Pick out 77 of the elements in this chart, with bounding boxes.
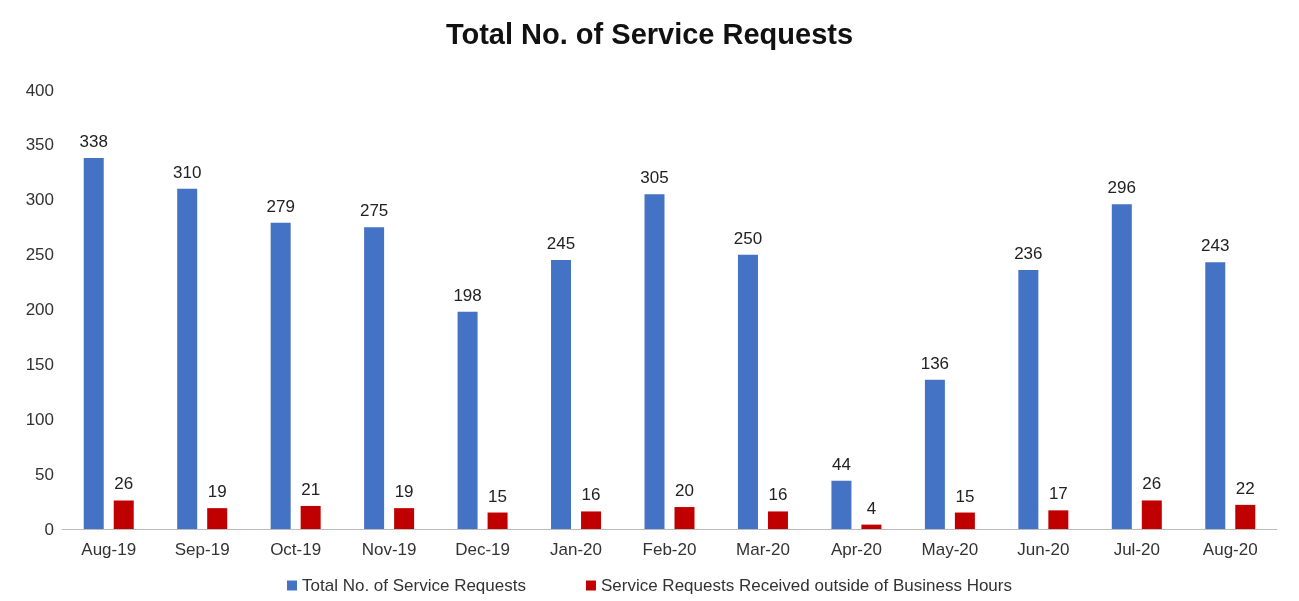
data-label: 20 [675,481,694,501]
bar [1235,504,1256,529]
bar [861,524,882,529]
bar [457,311,478,529]
data-label: 15 [955,486,975,506]
data-label: 310 [173,162,202,182]
x-tick-label: Jun-20 [1017,540,1070,559]
x-tick-label: Mar-20 [736,540,790,559]
data-label: 243 [1201,236,1230,256]
y-tick-label: 100 [25,409,54,429]
y-tick-label: 350 [25,135,54,155]
bar [1048,510,1069,529]
bar [1205,262,1226,529]
bar [954,512,975,529]
bar [1018,269,1039,529]
data-label: 279 [266,196,295,216]
legend-label: Service Requests Received outside of Business Hours [600,576,1012,595]
data-label: 275 [359,201,389,221]
bar [1111,204,1132,529]
data-label: 16 [581,485,601,505]
data-label: 250 [733,228,763,248]
bar [394,508,415,529]
y-tick-label: 50 [35,464,54,484]
data-label: 15 [488,486,508,506]
x-tick-label: Feb-20 [642,540,697,559]
x-tick-label: Aug-19 [81,540,137,559]
data-label: 17 [1048,484,1068,504]
bar [83,158,104,529]
data-label: 22 [1235,478,1255,498]
bar [300,505,321,529]
bar [924,379,945,529]
chart-title: Total No. of Service Requests [445,17,854,50]
y-tick-label: 150 [25,354,54,374]
bar [113,500,134,529]
x-tick-label: Jan-20 [550,540,603,559]
data-label: 296 [1107,178,1136,198]
bar [644,194,665,529]
bar [207,508,228,529]
data-label: 198 [453,285,482,305]
data-label: 19 [394,482,414,502]
bar [767,511,788,529]
data-label: 236 [1014,243,1043,263]
x-tick-label: Oct-19 [270,540,322,559]
y-tick-label: 200 [25,300,54,319]
x-tick-label: Sep-19 [174,540,230,559]
data-label: 26 [114,474,134,494]
data-label: 19 [207,482,227,502]
x-tick-label: Nov-19 [361,540,417,559]
data-label: 4 [866,498,877,518]
bar [1141,500,1162,529]
data-label: 16 [768,485,788,505]
legend-label: Total No. of Service Requests [302,576,526,595]
bar [581,511,602,529]
x-tick-label: Apr-20 [830,540,882,559]
bar [177,188,198,529]
y-tick-label: 250 [25,245,54,265]
x-tick-label: Jul-20 [1113,540,1160,559]
data-label: 245 [546,234,576,254]
data-label: 305 [640,168,669,188]
bar [674,507,695,529]
data-label: 26 [1142,474,1162,494]
bar [487,512,508,529]
bar [831,480,852,529]
bar [551,260,572,529]
bar [364,227,385,529]
y-tick-label: 300 [25,190,54,210]
data-label: 21 [301,479,321,499]
x-tick-label: May-20 [921,540,979,559]
y-tick-label: 0 [44,519,54,539]
x-tick-label: Aug-20 [1202,540,1258,559]
bar [737,254,758,529]
x-tick-label: Dec-19 [455,540,510,559]
bar [270,222,291,529]
data-label: 136 [920,353,950,373]
data-label: 338 [79,132,108,152]
data-label: 44 [831,454,851,474]
y-tick-label: 400 [25,80,54,100]
